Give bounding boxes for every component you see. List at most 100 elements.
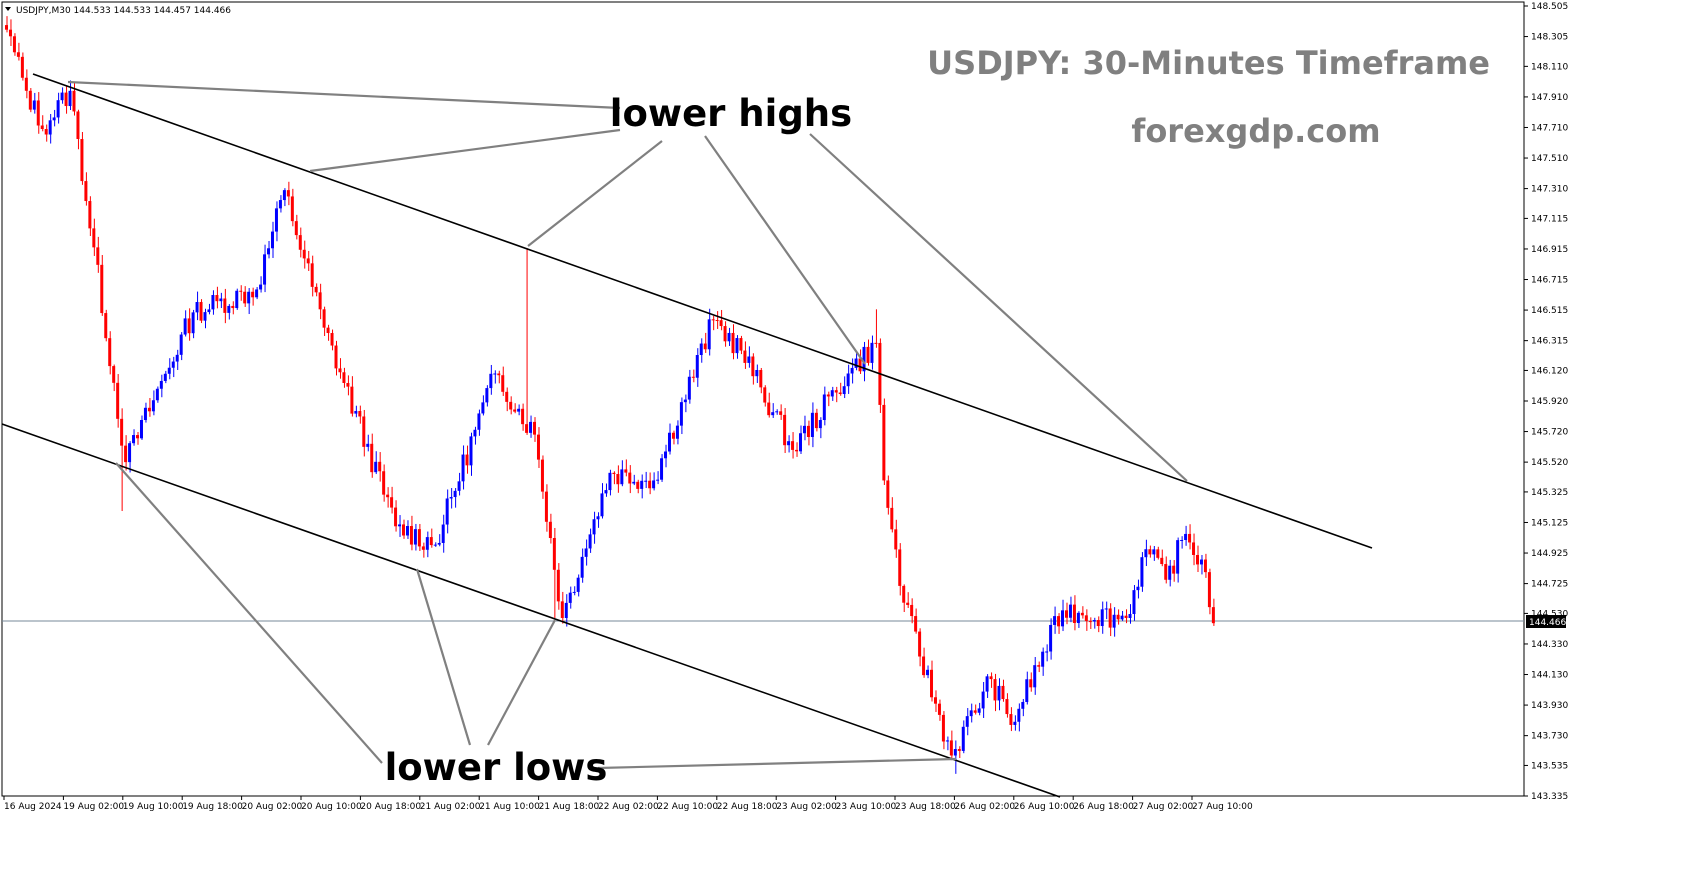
y-tick-label: 146.515	[1531, 306, 1568, 316]
bear-candle	[100, 264, 104, 314]
bull-candle	[517, 408, 521, 412]
bull-candle	[656, 479, 660, 481]
bear-candle	[616, 474, 620, 485]
upper-channel-line	[32, 73, 1373, 549]
bull-candle	[1176, 540, 1180, 574]
bear-candle	[1172, 565, 1176, 574]
bull-candle	[167, 367, 171, 374]
bear-candle	[739, 338, 743, 351]
x-tick-label: 19 Aug 02:00	[63, 802, 124, 812]
bear-candle	[421, 546, 425, 550]
bear-candle	[362, 416, 366, 447]
bear-candle	[136, 435, 140, 439]
y-tick-label: 146.915	[1531, 245, 1568, 255]
bear-candle	[902, 585, 906, 603]
bear-candle	[409, 526, 413, 545]
y-tick-label: 143.930	[1531, 701, 1568, 711]
x-tick-label: 19 Aug 10:00	[123, 802, 184, 812]
bull-candle	[695, 355, 699, 378]
bull-candle	[735, 338, 739, 354]
y-tick-label: 143.535	[1531, 761, 1568, 771]
bull-candle	[985, 676, 989, 692]
bear-candle	[298, 235, 302, 250]
price-axis: 148.505 148.305 148.110 147.910 147.710 147.5…	[1524, 2, 1568, 802]
x-tick-label: 26 Aug 10:00	[1014, 802, 1075, 812]
bear-candle	[806, 425, 810, 437]
bear-candle	[1148, 549, 1152, 555]
bull-candle	[163, 373, 167, 381]
bear-candle	[16, 52, 20, 57]
symbol-arrow-icon	[5, 7, 11, 11]
bull-candle	[457, 481, 461, 491]
bull-candle	[1061, 610, 1065, 627]
bull-candle	[584, 548, 588, 557]
bear-candle	[44, 129, 48, 135]
bull-candle	[787, 441, 791, 446]
bull-candle	[32, 100, 36, 110]
bear-candle	[104, 313, 108, 339]
y-tick-label: 147.310	[1531, 185, 1568, 195]
bull-candle	[596, 516, 600, 520]
bear-candle	[540, 459, 544, 492]
bull-candle	[945, 740, 949, 742]
bull-candle	[191, 312, 195, 334]
bull-candle	[588, 534, 592, 549]
y-tick-label: 144.530	[1531, 609, 1568, 619]
bear-candle	[1080, 612, 1084, 616]
y-tick-label: 148.110	[1531, 62, 1568, 72]
bull-candle	[175, 354, 179, 362]
bear-candle	[382, 471, 386, 495]
bear-candle	[501, 375, 505, 392]
bull-candle	[179, 334, 183, 355]
y-tick-label: 146.715	[1531, 276, 1568, 286]
x-tick-label: 21 Aug 18:00	[539, 802, 600, 812]
bull-candle	[1045, 651, 1049, 653]
bull-candle	[1076, 612, 1080, 624]
bull-candle	[953, 749, 957, 756]
bear-candle	[116, 382, 120, 419]
bear-candle	[322, 309, 326, 328]
y-tick-label: 143.335	[1531, 792, 1568, 802]
bear-candle	[346, 382, 350, 387]
bear-candle	[1037, 665, 1041, 667]
bear-candle	[1009, 714, 1013, 725]
x-tick-label: 19 Aug 18:00	[182, 802, 243, 812]
bear-candle	[723, 326, 727, 342]
bull-candle	[207, 309, 211, 313]
bull-candle	[374, 461, 378, 473]
bear-candle	[930, 669, 934, 698]
pointer-low-2	[415, 568, 472, 746]
y-tick-label: 145.325	[1531, 488, 1568, 498]
bull-candle	[247, 291, 251, 304]
bear-candle	[783, 414, 787, 446]
bear-candle	[882, 404, 886, 481]
bull-candle	[270, 231, 274, 249]
bull-candle	[437, 542, 441, 545]
bear-candle	[941, 714, 945, 742]
bull-candle	[405, 526, 409, 536]
pointer-high-1	[67, 80, 621, 110]
bear-candle	[937, 703, 941, 715]
bear-candle	[993, 679, 997, 701]
bear-candle	[636, 481, 640, 489]
bear-candle	[1096, 620, 1100, 627]
bear-candle	[231, 305, 235, 309]
bull-candle	[425, 537, 429, 550]
bull-candle	[799, 433, 802, 452]
bear-candle	[544, 491, 548, 522]
pointer-low-1	[115, 462, 383, 764]
bull-candle	[366, 443, 370, 447]
bull-candle	[1152, 549, 1156, 555]
bear-candle	[910, 604, 914, 617]
bear-candle	[509, 401, 513, 410]
bull-candle	[644, 480, 648, 482]
bull-candle	[1128, 614, 1132, 618]
bear-candle	[1207, 572, 1211, 608]
bear-candle	[80, 139, 84, 182]
bull-candle	[977, 708, 981, 713]
bear-candle	[394, 507, 398, 527]
bull-candle	[1049, 624, 1053, 652]
bear-candle	[1029, 679, 1033, 688]
bear-candle	[330, 333, 334, 346]
